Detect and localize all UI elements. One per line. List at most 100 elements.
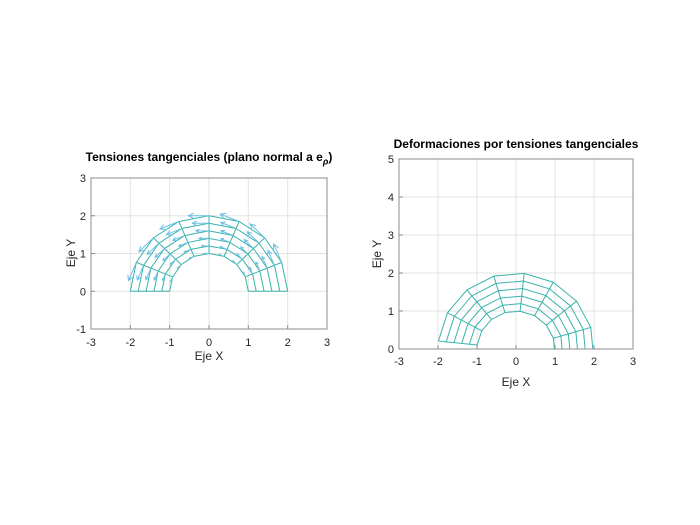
quiver-arrow <box>255 260 261 272</box>
left-plot-title-text: Tensiones tangenciales (plano normal a e <box>85 150 323 164</box>
quiver-arrow <box>183 248 192 253</box>
quiver-arrow <box>159 221 180 231</box>
mesh-spoke <box>519 273 525 312</box>
title-subscript-rho: ρ <box>322 156 329 167</box>
x-tick-label: 2 <box>285 337 291 349</box>
mesh-spoke <box>153 237 182 265</box>
x-tick-label: -3 <box>394 356 404 368</box>
quiver-arrow <box>138 237 154 253</box>
tick-marks <box>90 177 328 330</box>
right-plot-title-text: Deformaciones por tensiones tangenciales <box>393 137 639 151</box>
mesh-spoke <box>178 221 195 257</box>
mesh-spoke <box>136 261 173 278</box>
x-tick-labels: -3 -2 -1 0 1 2 3 <box>86 337 330 349</box>
quiver-arrow <box>194 228 209 234</box>
x-tick-label: -2 <box>125 337 135 349</box>
quiver-arrow <box>165 228 183 236</box>
quiver-arrow <box>171 234 186 242</box>
quiver-arrow <box>187 212 209 220</box>
right-plot-title: Deformaciones por tensiones tangenciales <box>394 137 639 151</box>
mesh-spoke <box>245 261 282 278</box>
quiver-arrow <box>146 242 160 256</box>
quiver-arrow <box>153 270 159 281</box>
quiver-arrow <box>246 230 260 244</box>
mesh-spoke <box>223 221 240 257</box>
x-tick-label: 0 <box>206 337 212 349</box>
plot-deformaciones: -3 -2 -1 0 1 2 3 0 1 2 3 4 5 <box>388 154 636 368</box>
quiver-arrow <box>242 270 246 278</box>
x-tick-label: 1 <box>245 337 251 349</box>
quiver-arrow <box>218 253 225 257</box>
x-tick-label: -1 <box>165 337 175 349</box>
quiver-arrow <box>239 245 249 255</box>
x-tick-label: 2 <box>591 356 597 368</box>
x-tick-label: 1 <box>552 356 558 368</box>
quiver-arrow <box>267 248 275 266</box>
quiver-arrow <box>176 264 182 269</box>
x-tick-label: 3 <box>324 337 330 349</box>
x-tick-labels: -3 -2 -1 0 1 2 3 <box>394 356 636 368</box>
y-tick-label: 2 <box>80 211 86 223</box>
quiver-arrow <box>232 259 238 265</box>
left-plot-title-suffix: ) <box>328 150 333 164</box>
quiver-arrow <box>261 254 268 269</box>
y-tick-label: 0 <box>80 286 86 298</box>
tick-marks <box>398 158 634 350</box>
quiver-arrow <box>161 273 166 282</box>
mesh-spoke <box>493 275 506 313</box>
y-tick-label: 0 <box>388 344 394 356</box>
quiver-arrow <box>162 253 171 262</box>
x-tick-label: -3 <box>86 337 96 349</box>
quiver-arrow <box>170 276 174 283</box>
y-tick-labels: -1 0 1 2 3 <box>76 173 86 336</box>
quiver-arrow <box>191 220 209 227</box>
plot-tensiones: -3 -2 -1 0 1 2 3 -1 0 1 2 3 <box>76 173 330 349</box>
quiver-arrow <box>169 258 176 265</box>
mesh-ring <box>453 288 578 349</box>
quiver-arrow <box>219 212 240 222</box>
quiver-arrow <box>127 262 137 282</box>
quiver-arrows <box>127 212 283 283</box>
gridlines <box>399 159 633 349</box>
y-tick-label: 3 <box>80 173 86 185</box>
mesh-spoke <box>555 353 594 357</box>
quiver-arrow <box>200 244 209 248</box>
quiver-arrow <box>272 242 283 263</box>
quiver-arrow <box>202 252 209 255</box>
quiver-arrow <box>249 222 265 239</box>
left-plot-title: Tensiones tangenciales (plano normal a e… <box>86 150 333 166</box>
quiver-arrow <box>219 245 228 250</box>
mesh-ring <box>476 310 555 349</box>
y-tick-label: 5 <box>388 154 394 166</box>
mesh-spoke <box>466 289 492 320</box>
quiver-arrow <box>188 255 195 259</box>
right-xaxis-label: Eje X <box>501 375 531 389</box>
left-xaxis-label: Eje X <box>194 349 224 363</box>
mesh-ring <box>445 280 586 349</box>
y-tick-labels: 0 1 2 3 4 5 <box>388 154 394 356</box>
y-tick-label: 1 <box>388 306 394 318</box>
quiver-arrow <box>144 267 152 281</box>
annulus-mesh <box>437 272 594 357</box>
x-tick-label: 0 <box>513 356 519 368</box>
quiver-arrow <box>249 265 254 275</box>
x-tick-label: 3 <box>630 356 636 368</box>
mesh-ring <box>437 272 594 349</box>
left-yaxis-label: Eje Y <box>64 238 78 268</box>
x-tick-label: -2 <box>433 356 443 368</box>
quiver-arrow <box>243 237 254 249</box>
quiver-arrow <box>177 241 189 247</box>
x-tick-label: -1 <box>472 356 482 368</box>
mesh-spoke <box>438 340 478 346</box>
quiver-arrow <box>136 265 145 281</box>
mesh-ring <box>461 295 571 349</box>
quiver-arrow <box>197 236 209 241</box>
y-tick-label: -1 <box>76 324 86 336</box>
y-tick-label: 2 <box>388 268 394 280</box>
mesh-ring <box>468 303 563 349</box>
quiver-arrow <box>154 248 165 259</box>
y-tick-label: 3 <box>388 230 394 242</box>
mesh-spoke <box>545 300 577 326</box>
mesh-spoke <box>447 312 482 332</box>
